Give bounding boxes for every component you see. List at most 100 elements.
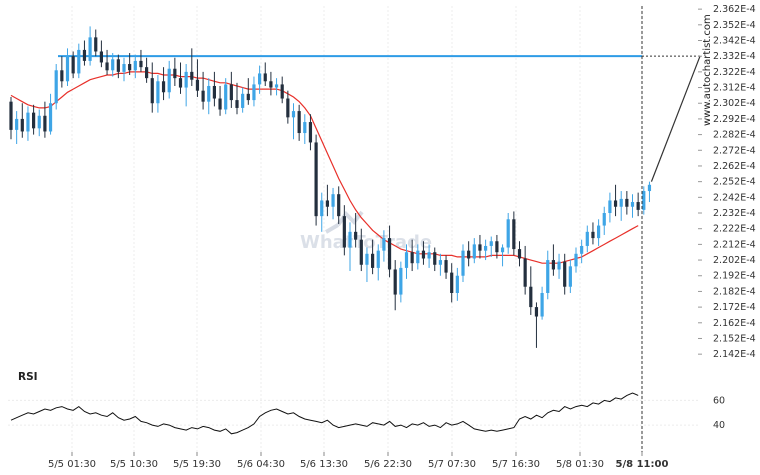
- price-tick-label: 2.242E-4: [713, 192, 756, 203]
- price-tick-label: 2.152E-4: [713, 333, 756, 344]
- candle-body: [303, 122, 307, 134]
- candle: [630, 194, 635, 218]
- candle: [20, 103, 24, 138]
- candle-body: [111, 59, 115, 71]
- candle-body: [314, 142, 318, 217]
- time-tick-label: 5/8 11:00: [616, 459, 669, 470]
- time-tick-label: 5/7 07:30: [428, 459, 476, 470]
- candle: [320, 192, 324, 232]
- candle: [246, 78, 250, 105]
- candle: [48, 93, 53, 135]
- candle-body: [229, 84, 233, 101]
- vertical-gridlines: [71, 6, 643, 455]
- candle-body: [580, 245, 584, 254]
- candle-body: [274, 84, 279, 88]
- candle: [342, 205, 346, 256]
- candle-body: [478, 244, 482, 251]
- rsi-tick-label: 60: [713, 395, 725, 406]
- candle-body: [444, 260, 448, 273]
- time-tick-label: 5/7 16:30: [492, 459, 540, 470]
- price-tick-label: 2.162E-4: [713, 318, 756, 329]
- candle: [580, 239, 584, 264]
- candle-body: [246, 93, 250, 101]
- candle-body: [88, 37, 92, 61]
- time-tick-label: 5/8 01:30: [556, 459, 604, 470]
- candle-body: [365, 253, 369, 265]
- candle: [467, 241, 471, 267]
- candle: [207, 78, 211, 115]
- candle-body: [190, 71, 194, 80]
- candle: [444, 255, 448, 279]
- candle-body: [212, 85, 216, 99]
- price-tick-label: 2.142E-4: [713, 349, 756, 360]
- candle: [619, 191, 623, 221]
- time-axis: 5/5 01:30 5/5 10:30 5/5 19:30 5/6 04:30 5/6 …: [48, 452, 669, 470]
- rsi-line: [10, 392, 639, 435]
- candle-body: [342, 216, 346, 248]
- candle-body: [608, 200, 612, 214]
- candle-body: [359, 239, 363, 265]
- candle: [167, 60, 171, 99]
- candle: [625, 191, 629, 215]
- candle-body: [484, 245, 488, 251]
- candle: [551, 244, 555, 276]
- candle-body: [128, 64, 132, 71]
- price-tick-label: 2.342E-4: [713, 36, 756, 47]
- candle-body: [568, 266, 572, 287]
- candle-body: [280, 84, 284, 99]
- candle: [331, 187, 335, 220]
- candle-body: [421, 250, 426, 259]
- candle-body: [399, 267, 403, 295]
- price-tick-label: 2.272E-4: [713, 145, 756, 156]
- rsi-tick-label: 40: [713, 420, 725, 431]
- price-tick-label: 2.202E-4: [713, 255, 756, 266]
- candle-body: [438, 260, 442, 265]
- price-tick-label: 2.262E-4: [713, 161, 756, 172]
- candle-body: [506, 219, 510, 248]
- candle-body: [500, 247, 505, 253]
- candle-body: [77, 49, 81, 74]
- candle-body: [557, 261, 561, 270]
- price-tick-label: 2.332E-4: [713, 51, 756, 62]
- candle-body: [207, 85, 211, 102]
- candle-body: [529, 286, 533, 308]
- candle: [512, 211, 516, 256]
- candle-body: [65, 56, 70, 82]
- candle: [105, 49, 109, 76]
- candle: [54, 64, 58, 110]
- candle: [286, 90, 290, 124]
- candle-body: [218, 98, 222, 110]
- candle-body: [625, 198, 629, 207]
- candle-body: [376, 250, 380, 268]
- candle: [359, 228, 363, 272]
- candle: [26, 106, 30, 141]
- candle-body: [184, 71, 188, 88]
- time-tick-label: 5/5 19:30: [173, 459, 221, 470]
- candle-body: [387, 238, 392, 270]
- candle: [161, 67, 166, 101]
- candle-body: [224, 84, 228, 110]
- candle: [365, 247, 369, 283]
- candle-body: [94, 37, 98, 52]
- candle-body: [455, 275, 459, 293]
- candle: [71, 51, 75, 79]
- candle: [500, 244, 505, 267]
- candle: [128, 53, 132, 76]
- price-tick-label: 2.212E-4: [713, 239, 756, 250]
- candle-body: [404, 252, 409, 268]
- candle: [308, 114, 313, 151]
- candle: [354, 213, 358, 248]
- candle: [410, 239, 414, 272]
- candle: [371, 239, 375, 275]
- candle: [563, 253, 567, 295]
- candle: [156, 75, 160, 113]
- candle-body: [263, 73, 267, 82]
- price-tick-label: 2.252E-4: [713, 177, 756, 188]
- candle-body: [546, 260, 550, 293]
- candle: [557, 253, 561, 279]
- candle-body: [523, 258, 527, 287]
- price-tick-label: 2.182E-4: [713, 286, 756, 297]
- price-tick-label: 2.172E-4: [713, 302, 756, 313]
- candle-body: [297, 111, 301, 134]
